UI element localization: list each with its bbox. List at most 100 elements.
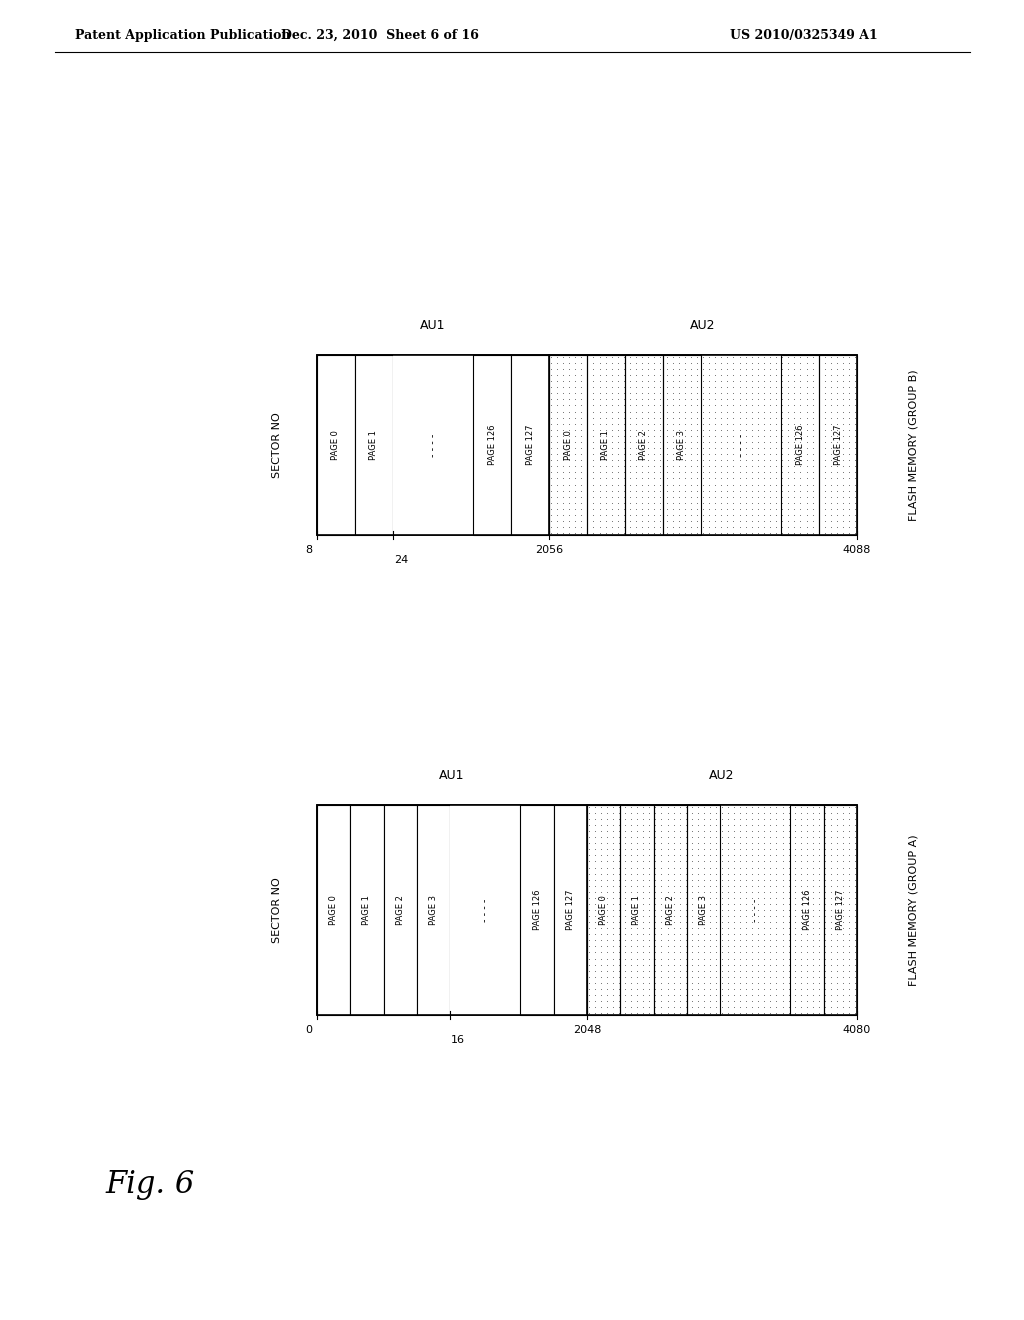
Point [611,978,628,999]
Point [616,929,633,950]
Point [793,814,809,836]
Point [738,882,755,903]
Point [725,346,741,367]
Point [835,875,851,896]
Point [786,504,803,525]
Point [805,499,821,520]
Point [659,887,676,908]
Point [708,948,724,969]
Point [580,420,596,441]
Point [567,425,584,446]
Point [731,504,748,525]
Point [665,480,681,502]
Point [805,467,821,488]
Point [605,821,622,842]
Point [737,432,754,453]
Point [561,450,578,471]
Point [768,875,784,896]
Point [714,1003,730,1024]
Point [659,826,676,847]
Point [835,511,851,532]
Point [768,954,784,975]
Point [615,480,632,502]
Point [628,516,644,537]
Point [701,960,718,981]
Point [666,833,682,854]
Point [659,954,676,975]
Point [725,371,741,392]
Point [701,894,718,915]
Point [768,857,784,878]
Point [591,389,607,411]
Point [659,997,676,1018]
Point [597,425,613,446]
Point [677,467,693,488]
Point [646,364,663,385]
Point [793,857,809,878]
Point [751,845,767,866]
Point [689,821,706,842]
Point [750,371,766,392]
Point [677,371,693,392]
Point [751,851,767,873]
Point [841,467,857,488]
Point [768,906,784,927]
Point [738,857,755,878]
Point [720,973,736,994]
Point [597,432,613,453]
Point [828,450,845,471]
Point [841,863,857,884]
Point [580,504,596,525]
Point [805,833,821,854]
Point [683,383,699,404]
Point [835,906,851,927]
Point [708,838,724,859]
Point [701,917,718,939]
Point [714,814,730,836]
Point [732,1003,749,1024]
Point [835,857,851,878]
Point [799,990,815,1011]
Point [805,990,821,1011]
Point [611,985,628,1006]
Text: Fig. 6: Fig. 6 [105,1170,195,1200]
Point [641,985,657,1006]
Point [725,444,741,465]
Point [793,924,809,945]
Point [786,359,803,380]
Point [573,437,590,458]
Point [720,960,736,981]
Point [666,863,682,884]
Point [616,912,633,933]
Point [549,395,565,416]
Point [616,906,633,927]
Point [762,504,778,525]
Point [634,437,650,458]
Point [671,486,687,507]
Point [695,511,712,532]
Point [689,480,706,502]
Point [738,833,755,854]
Point [708,954,724,975]
Point [847,845,863,866]
Point [640,444,656,465]
Point [810,480,826,502]
Point [768,821,784,842]
Point [666,906,682,927]
Point [811,851,827,873]
Point [780,838,797,859]
Point [799,474,815,495]
Point [701,978,718,999]
Point [847,882,863,903]
Point [587,821,603,842]
Point [666,960,682,981]
Point [726,851,742,873]
Point [743,474,760,495]
Point [573,401,590,422]
Point [786,997,803,1018]
Point [634,376,650,397]
Point [672,1003,688,1024]
Point [828,978,845,999]
Point [543,467,559,488]
Point [841,492,857,513]
